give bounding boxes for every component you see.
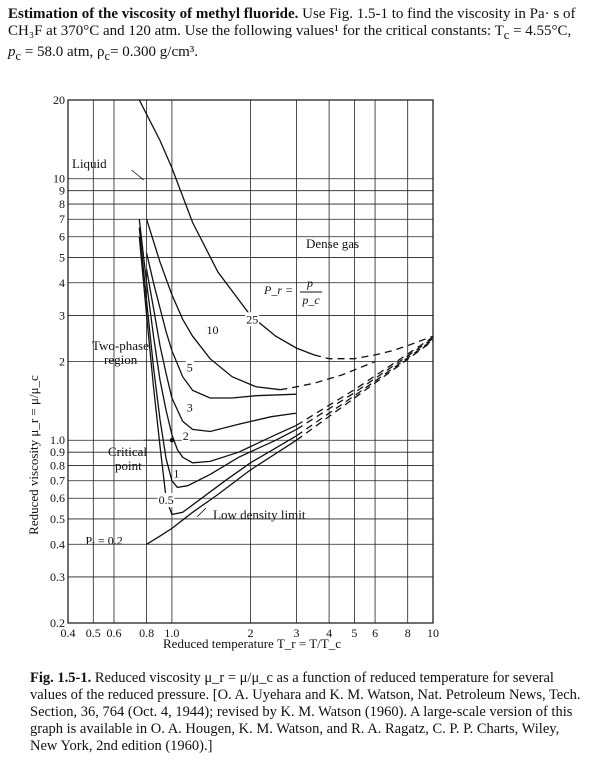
- problem-line-2: CH₃F at 370°C and 120 atm. Use the follo…: [8, 23, 572, 42]
- plot-frame: [67, 99, 434, 624]
- pr-formula: P_r = p p_c: [263, 276, 322, 307]
- curve-labels: Pᵣ = 0.2 0.5 1 2 3 5 10 25: [86, 312, 260, 547]
- curve-pr-1: [138, 227, 297, 489]
- x-tick-label: 0.8: [139, 626, 154, 640]
- curve-pr-25: [138, 99, 315, 356]
- curve-label-0.2: Pᵣ = 0.2: [86, 533, 123, 547]
- x-tick-label: 5: [351, 626, 357, 640]
- y-tick-label: 9: [59, 184, 65, 198]
- y-tick-label: 10: [53, 172, 65, 186]
- annotation-leader: [196, 507, 207, 517]
- y-tick-label: 0.4: [50, 537, 65, 551]
- problem-title: Estimation of the viscosity of methyl fl…: [8, 6, 299, 22]
- x-tick-label: 8: [405, 626, 411, 640]
- curve-label-0.5: 0.5: [159, 493, 174, 507]
- curve-pr-2: [138, 219, 297, 464]
- curve-pr-25-extrapolated: [313, 335, 434, 360]
- curve-label-bg: [172, 466, 181, 481]
- curve-label-10: 10: [206, 323, 218, 337]
- figure-caption: Fig. 1.5-1. Reduced viscosity μ_r = μ/μ_…: [30, 670, 598, 755]
- curve-label-bg: [205, 322, 220, 337]
- curve-label-bg: [185, 400, 194, 415]
- pr-formula-den: p_c: [301, 293, 320, 307]
- annotation-critical-1: Critical: [108, 444, 147, 459]
- curve-pr-3: [145, 269, 297, 433]
- annotation-dense-gas: Dense gas: [306, 236, 359, 251]
- x-tick-label: 3: [293, 626, 299, 640]
- curve-label-25: 25: [246, 312, 258, 326]
- caption-line-4: graph is available in O. A. Hougen, K. M…: [30, 721, 560, 737]
- problem-line-1: Estimation of the viscosity of methyl fl…: [8, 6, 576, 22]
- caption-line-5: New York, 2nd edition (1960).]: [30, 738, 213, 754]
- y-tick-label: 3: [59, 308, 65, 322]
- x-tick-label: 6: [372, 626, 378, 640]
- y-tick-label: 2: [59, 355, 65, 369]
- caption-line-3: Section, 36, 764 (Oct. 4, 1944); revised…: [30, 704, 573, 720]
- curve-pr-10: [145, 219, 281, 391]
- curve-pr-0.2-extrapolated: [296, 340, 434, 441]
- curve-pr-2-extrapolated: [296, 336, 434, 426]
- y-tick-label: 6: [59, 230, 65, 244]
- caption-label: Fig. 1.5-1.: [30, 670, 92, 686]
- y-tick-label: 0.6: [50, 491, 65, 505]
- y-tick-label: 4: [59, 276, 65, 290]
- critical-point-marker: [169, 438, 175, 443]
- y-tick-label: 0.7: [50, 474, 65, 488]
- problem-statement: Estimation of the viscosity of methyl fl…: [8, 6, 598, 65]
- curve-label-bg: [185, 360, 194, 375]
- curve-pr-10-extrapolated: [280, 360, 376, 391]
- curve-label-5: 5: [187, 361, 193, 375]
- y-axis-label: Reduced viscosity μ_r = μ/μ_c: [26, 375, 41, 535]
- y-tick-label: 7: [59, 212, 65, 226]
- x-tick-label: 10: [427, 626, 439, 640]
- x-tick-label: 0.6: [106, 626, 121, 640]
- curve-pr-5: [145, 252, 297, 399]
- y-tick-label: 20: [53, 93, 65, 107]
- x-tick-label: 0.4: [61, 626, 76, 640]
- curve-label-1: 1: [173, 467, 179, 481]
- pr-formula-lhs: P_r =: [263, 283, 293, 297]
- annotation-critical-2: point: [115, 458, 142, 473]
- y-tick-label: 8: [59, 197, 65, 211]
- pr-formula-num: p: [306, 276, 313, 290]
- y-tick-label: 0.5: [50, 512, 65, 526]
- curve-label-bg: [157, 493, 175, 508]
- y-tick-label: 1.0: [50, 433, 65, 447]
- y-tick-label: 0.8: [50, 459, 65, 473]
- y-tick-label: 5: [59, 250, 65, 264]
- problem-line-3: pc = 58.0 atm, ρc= 0.300 g/cm³.: [8, 44, 199, 63]
- y-tick-label: 0.9: [50, 445, 65, 459]
- axis-ticks: 0.4 0.5 0.6 0.8 1.0 2 3 4 5 6 8 10 0.2 0.3 0.4 0.5 0.6 0.…: [50, 93, 439, 640]
- viscosity-chart: 0.4 0.5 0.6 0.8 1.0 2 3 4 5 6 8 10 0.2 0.3 0.4 0.5 0.6 0.…: [26, 93, 439, 651]
- x-tick-label: 2: [248, 626, 254, 640]
- curve-pr-0.2: [146, 439, 297, 545]
- annotation-leader: [131, 169, 144, 181]
- y-tick-label: 0.3: [50, 570, 65, 584]
- caption-line-2: values of the reduced pressure. [O. A. U…: [30, 687, 581, 703]
- chart-grid: [67, 99, 434, 624]
- curve-pr-0.5-extrapolated: [296, 339, 434, 437]
- y-tick-label: 0.2: [50, 616, 65, 630]
- curve-label-bg: [245, 312, 260, 327]
- x-tick-label: 1.0: [164, 626, 179, 640]
- caption-line-1: Fig. 1.5-1. Reduced viscosity μ_r = μ/μ_…: [30, 670, 554, 686]
- x-tick-label: 4: [326, 626, 332, 640]
- curve-pr-0.5: [138, 236, 297, 516]
- curve-label-bg: [181, 429, 190, 444]
- annotation-low-density: Low density limit: [213, 507, 306, 522]
- annotation-liquid: Liquid: [72, 156, 107, 171]
- curve-label-2: 2: [183, 429, 189, 443]
- curve-label-3: 3: [187, 400, 193, 414]
- annotation-two-phase-1: Two-phase: [92, 338, 149, 353]
- annotation-two-phase-2: region: [104, 352, 138, 367]
- x-axis-label: Reduced temperature T_r = T/T_c: [163, 636, 341, 651]
- x-tick-label: 0.5: [86, 626, 101, 640]
- curve-pr-1-extrapolated: [296, 337, 434, 430]
- chart-curves: [131, 99, 434, 545]
